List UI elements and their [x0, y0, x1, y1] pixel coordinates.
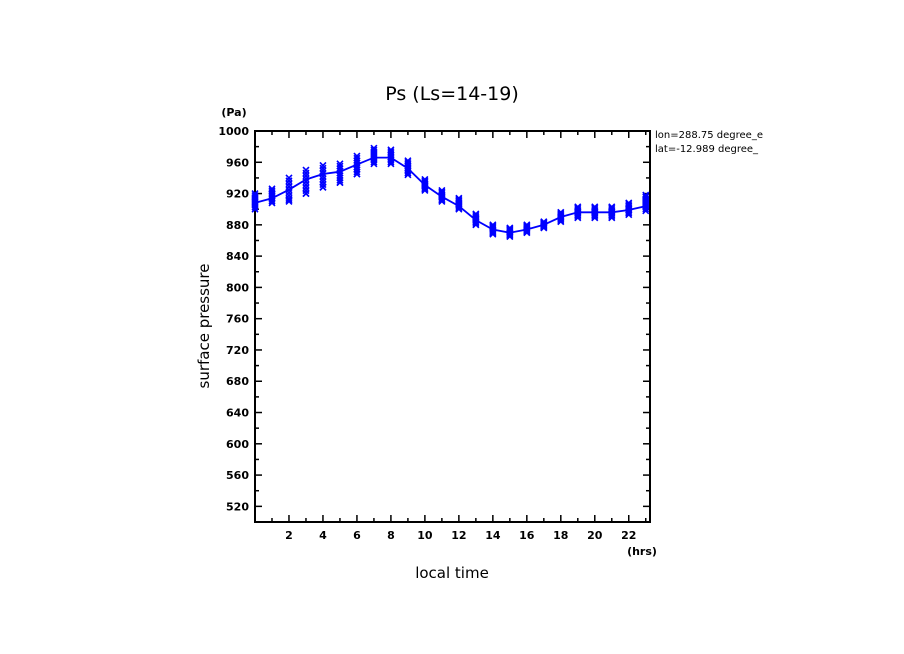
sample-point [336, 179, 344, 187]
sample-point [455, 197, 463, 205]
sample-point [557, 208, 565, 216]
sample-point [285, 174, 293, 182]
y-tick-label: 600 [226, 438, 249, 451]
y-tick-label: 840 [226, 250, 249, 263]
mean-line [254, 156, 647, 234]
sample-point [319, 175, 327, 183]
x-tick-label: 22 [621, 529, 636, 542]
x-tick-label: 20 [587, 529, 603, 542]
sample-point [285, 196, 293, 204]
plot-frame [254, 130, 651, 523]
sample-point [319, 164, 327, 172]
sample-point [591, 204, 599, 212]
sample-point [438, 186, 446, 194]
sample-point [404, 158, 412, 167]
sample-point [319, 161, 327, 169]
sample-point [336, 162, 344, 170]
sample-point [489, 221, 497, 229]
x-tick-label: 12 [451, 529, 466, 542]
sample-point [591, 203, 599, 211]
y-tick-label: 920 [226, 188, 249, 201]
y-tick-label: 640 [226, 407, 249, 420]
y-tick-label: 960 [226, 156, 249, 169]
sample-point [421, 175, 429, 184]
annotation-clip [778, 125, 818, 160]
y-tick-label: 1000 [218, 125, 249, 138]
sample-point [387, 146, 395, 154]
y-tick-label: 680 [226, 375, 249, 388]
sample-point [557, 209, 565, 218]
sample-point [370, 144, 378, 152]
sample-point [506, 224, 514, 232]
y-tick-label: 760 [226, 313, 249, 326]
y-tick-label: 800 [226, 281, 249, 294]
x-axis-label: local time [415, 564, 489, 582]
sample-point [353, 152, 361, 160]
x-tick-label: 8 [387, 529, 395, 542]
sample-point [642, 193, 650, 201]
sample-point [319, 178, 327, 186]
sample-point [472, 210, 480, 218]
plot-area: 520 560 600 640 680 720 760 800 840 880 920 960 1000… [218, 125, 651, 542]
sample-point [625, 199, 633, 207]
sample-point [353, 154, 361, 162]
sample-point [625, 200, 633, 208]
sample-point [642, 191, 650, 199]
annotation-lon: lon=288.75 degree_e [655, 130, 763, 141]
x-tick-label: 2 [285, 529, 293, 542]
x-units-label: (hrs) [627, 545, 657, 558]
y-units-label: (Pa) [221, 106, 246, 119]
x-tick-label: 14 [485, 529, 501, 542]
x-tick-label: 18 [553, 529, 568, 542]
sample-point [353, 170, 361, 178]
sample-point [370, 146, 378, 154]
chart-title: Ps (Ls=14-19) [385, 83, 519, 105]
sample-point [319, 181, 327, 189]
sample-point [455, 194, 463, 202]
x-tick-label: 10 [417, 529, 433, 542]
sample-point [319, 183, 327, 191]
sample-point [574, 204, 582, 212]
sample-point [268, 187, 276, 195]
sample-point [608, 204, 616, 212]
sample-point [251, 189, 259, 198]
sample-point [455, 196, 463, 204]
y-axis-label: surface pressure [195, 264, 213, 389]
sample-point [404, 157, 412, 165]
x-tick-label: 4 [319, 529, 327, 542]
annotation-lat: lat=-12.989 degree_ [655, 144, 759, 155]
y-tick-label: 520 [226, 500, 249, 513]
sample-point [302, 166, 310, 174]
sample-point [574, 203, 582, 211]
sample-point [438, 188, 446, 196]
y-tick-label: 880 [226, 219, 249, 232]
sample-point [268, 185, 276, 193]
sample-point [523, 221, 531, 229]
sample-point [302, 189, 310, 198]
sample-point [251, 191, 259, 200]
y-tick-label: 560 [226, 469, 249, 482]
x-tick-label: 6 [353, 529, 361, 542]
x-tick-label: 16 [519, 529, 535, 542]
sample-point [608, 203, 616, 211]
y-tick-label: 720 [226, 344, 249, 357]
sample-point [387, 147, 395, 156]
sample-point [336, 160, 344, 168]
